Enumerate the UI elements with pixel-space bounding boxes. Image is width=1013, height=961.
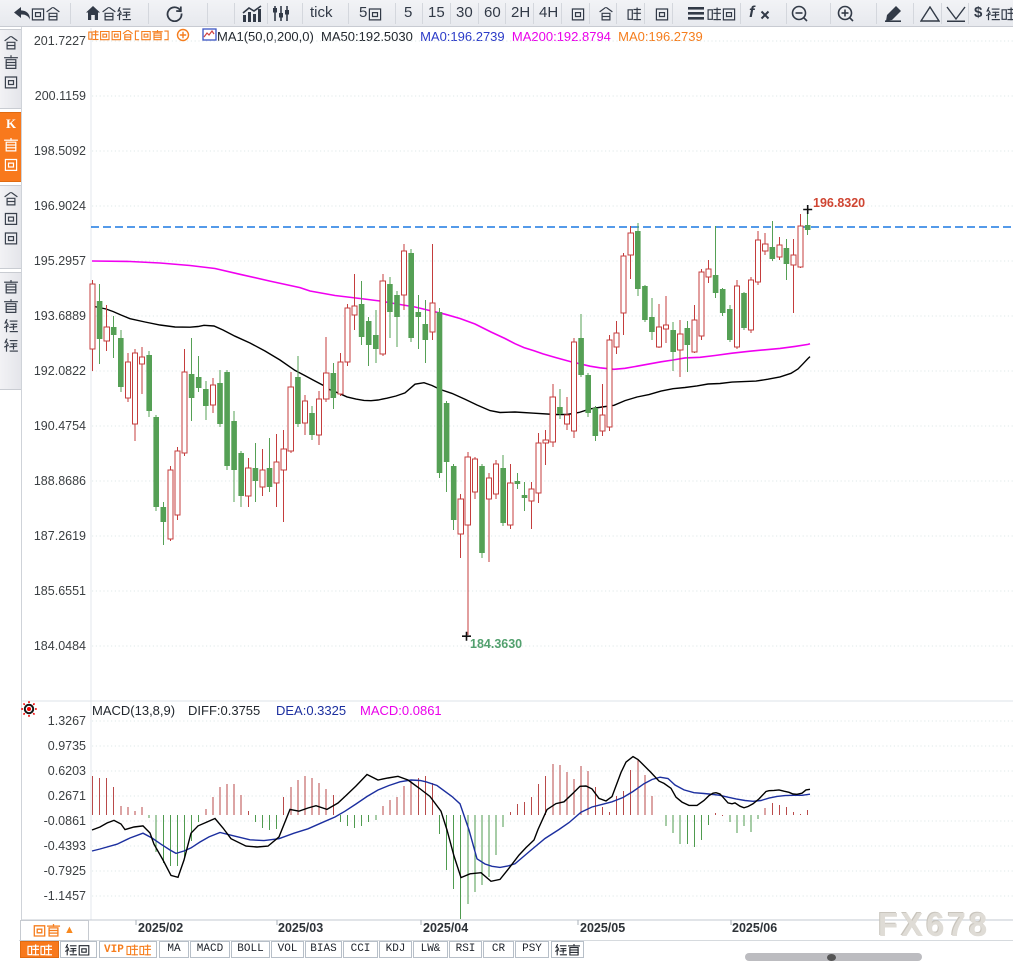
svg-text:190.4754: 190.4754 (34, 419, 86, 433)
svg-text:195.2957: 195.2957 (34, 254, 86, 268)
svg-text:198.5092: 198.5092 (34, 144, 86, 158)
svg-text:0.6203: 0.6203 (48, 764, 86, 778)
svg-text:187.2619: 187.2619 (34, 529, 86, 543)
svg-text:0.2671: 0.2671 (48, 789, 86, 803)
svg-text:-0.4393: -0.4393 (44, 839, 86, 853)
svg-text:184.3630: 184.3630 (470, 637, 522, 651)
svg-text:196.8320: 196.8320 (813, 196, 865, 210)
svg-text:188.8686: 188.8686 (34, 474, 86, 488)
svg-text:-0.0861: -0.0861 (44, 814, 86, 828)
svg-text:193.6889: 193.6889 (34, 309, 86, 323)
svg-text:196.9024: 196.9024 (34, 199, 86, 213)
svg-text:0.9735: 0.9735 (48, 739, 86, 753)
svg-text:-0.7925: -0.7925 (44, 864, 86, 878)
svg-text:-1.1457: -1.1457 (44, 889, 86, 903)
svg-text:201.7227: 201.7227 (34, 34, 86, 48)
svg-text:1.3267: 1.3267 (48, 714, 86, 728)
svg-text:185.6551: 185.6551 (34, 584, 86, 598)
svg-text:192.0822: 192.0822 (34, 364, 86, 378)
svg-text:200.1159: 200.1159 (35, 89, 86, 103)
svg-text:184.0484: 184.0484 (34, 639, 86, 653)
